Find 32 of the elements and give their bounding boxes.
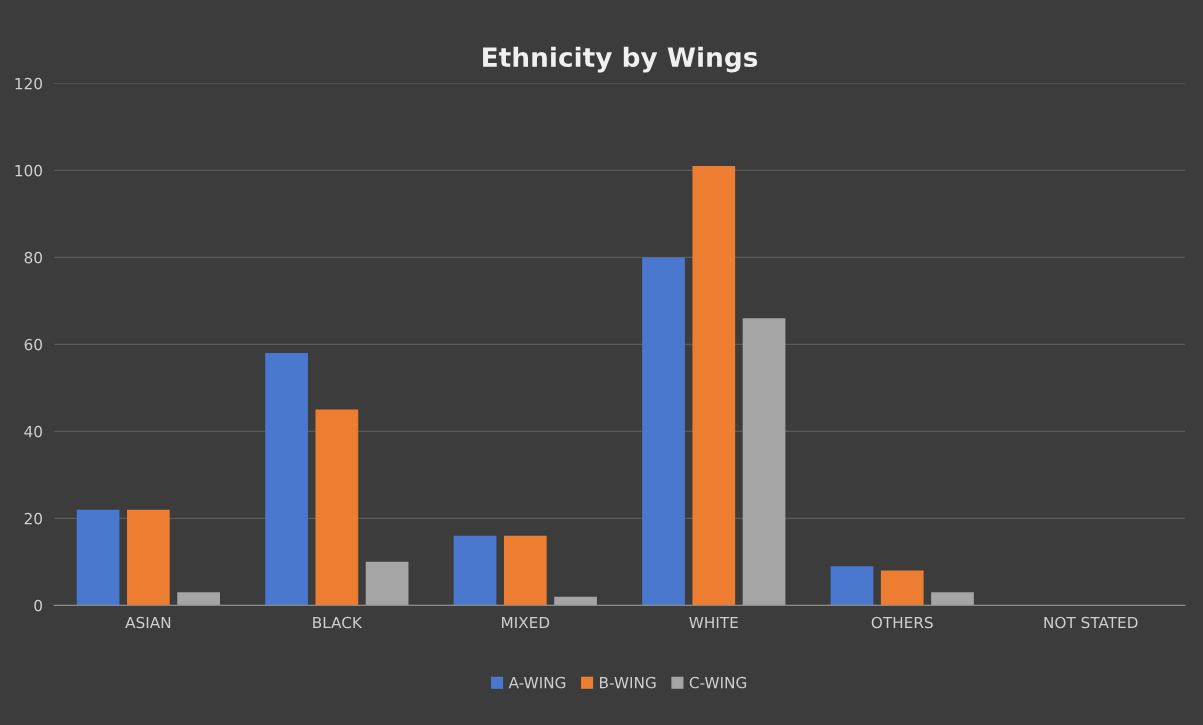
bar [554,596,597,606]
bar [880,570,924,606]
bar [177,592,220,606]
bar [127,509,170,606]
bar [642,257,685,606]
y-tick-label: 60 [24,338,43,351]
chart-title: Ethnicity by Wings [483,46,758,73]
x-tick-label: NOT STATED [1044,616,1138,629]
bar [692,166,736,606]
bar [365,561,409,606]
legend-label: B-WING [600,676,656,689]
y-tick-label: 100 [15,164,43,177]
legend-label: C-WING [689,676,747,689]
bar [503,535,547,606]
y-tick-label: 120 [15,77,43,90]
bar [931,592,974,606]
y-tick-label: 0 [34,599,43,612]
bar [265,353,308,606]
x-tick-label: MIXED [502,616,550,629]
bar [76,509,120,606]
y-tick-label: 80 [24,251,43,264]
x-tick-label: WHITE [689,616,738,629]
x-tick-label: ASIAN [125,616,171,629]
x-tick-label: BLACK [313,616,363,629]
legend-label: A-WING [508,676,566,689]
y-tick-label: 40 [24,425,43,438]
bar [830,566,874,606]
bar [453,535,497,606]
bar [742,318,786,606]
bar [315,409,359,606]
x-tick-label: OTHERS [871,616,933,629]
y-tick-label: 20 [24,512,43,525]
